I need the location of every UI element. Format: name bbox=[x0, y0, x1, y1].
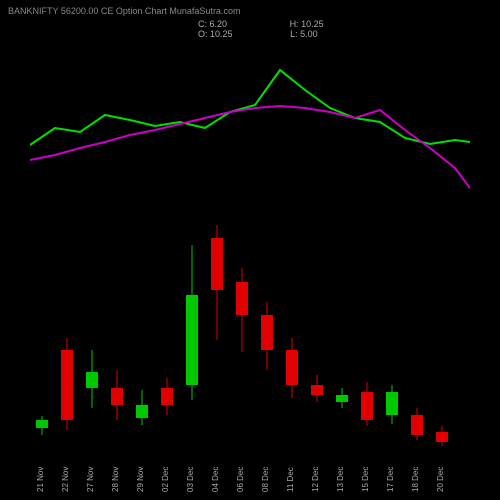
candle-body bbox=[61, 350, 73, 420]
high-value: 10.25 bbox=[301, 19, 324, 29]
candle-body bbox=[311, 385, 323, 395]
x-axis-label: 12 Dec bbox=[311, 452, 320, 492]
option-chart-container: { "header": { "title": "BANKNIFTY 56200.… bbox=[0, 0, 500, 500]
x-axis-label: 21 Nov bbox=[36, 452, 45, 492]
x-axis-label: 15 Dec bbox=[361, 452, 370, 492]
x-axis-label: 29 Nov bbox=[136, 452, 145, 492]
candle-body bbox=[261, 315, 273, 350]
x-axis-label: 18 Dec bbox=[411, 452, 420, 492]
candle-body bbox=[386, 392, 398, 415]
candle-body bbox=[361, 392, 373, 420]
x-axis-label: 27 Nov bbox=[86, 452, 95, 492]
candle-body bbox=[286, 350, 298, 385]
candle-body bbox=[411, 415, 423, 435]
x-axis-label: 17 Dec bbox=[386, 452, 395, 492]
candle-body bbox=[136, 405, 148, 418]
x-axis-label: 13 Dec bbox=[336, 452, 345, 492]
high-label: H: bbox=[290, 19, 299, 29]
x-axis-label: 02 Dec bbox=[161, 452, 170, 492]
candle-body bbox=[186, 295, 198, 385]
chart-header: BANKNIFTY 56200.00 CE Option Chart Munaf… bbox=[8, 6, 492, 39]
candlestick-panel bbox=[30, 220, 470, 450]
candle-body bbox=[436, 432, 448, 442]
low-value: 5.00 bbox=[300, 29, 318, 39]
x-axis-label: 03 Dec bbox=[186, 452, 195, 492]
x-axis-label: 22 Nov bbox=[61, 452, 70, 492]
candle-body bbox=[236, 282, 248, 315]
x-axis-label: 06 Dec bbox=[236, 452, 245, 492]
candle-body bbox=[336, 395, 348, 402]
ohlc-block: C: 6.20 H: 10.25 O: 10.25 L: 5.00 bbox=[198, 19, 492, 39]
open-value: 10.25 bbox=[210, 29, 233, 39]
candle-body bbox=[86, 372, 98, 388]
close-label: C: bbox=[198, 19, 207, 29]
candle-body bbox=[111, 388, 123, 405]
x-axis-label: 04 Dec bbox=[211, 452, 220, 492]
open-label: O: bbox=[198, 29, 208, 39]
candle-body bbox=[161, 388, 173, 405]
chart-title: BANKNIFTY 56200.00 CE Option Chart Munaf… bbox=[8, 6, 492, 16]
x-axis-label: 08 Dec bbox=[261, 452, 270, 492]
low-label: L: bbox=[290, 29, 298, 39]
indicator-green bbox=[30, 70, 470, 145]
x-axis: 21 Nov 22 Nov 27 Nov 28 Nov 29 Nov 02 Dec 03 D… bbox=[30, 452, 470, 492]
indicator-magenta bbox=[30, 106, 470, 188]
close-value: 6.20 bbox=[210, 19, 228, 29]
candle-body bbox=[211, 238, 223, 290]
x-axis-label: 28 Nov bbox=[111, 452, 120, 492]
x-axis-label: 11 Dec bbox=[286, 452, 295, 492]
candle-body bbox=[36, 420, 48, 428]
indicator-lines-panel bbox=[30, 50, 470, 210]
x-axis-label: 20 Dec bbox=[436, 452, 445, 492]
